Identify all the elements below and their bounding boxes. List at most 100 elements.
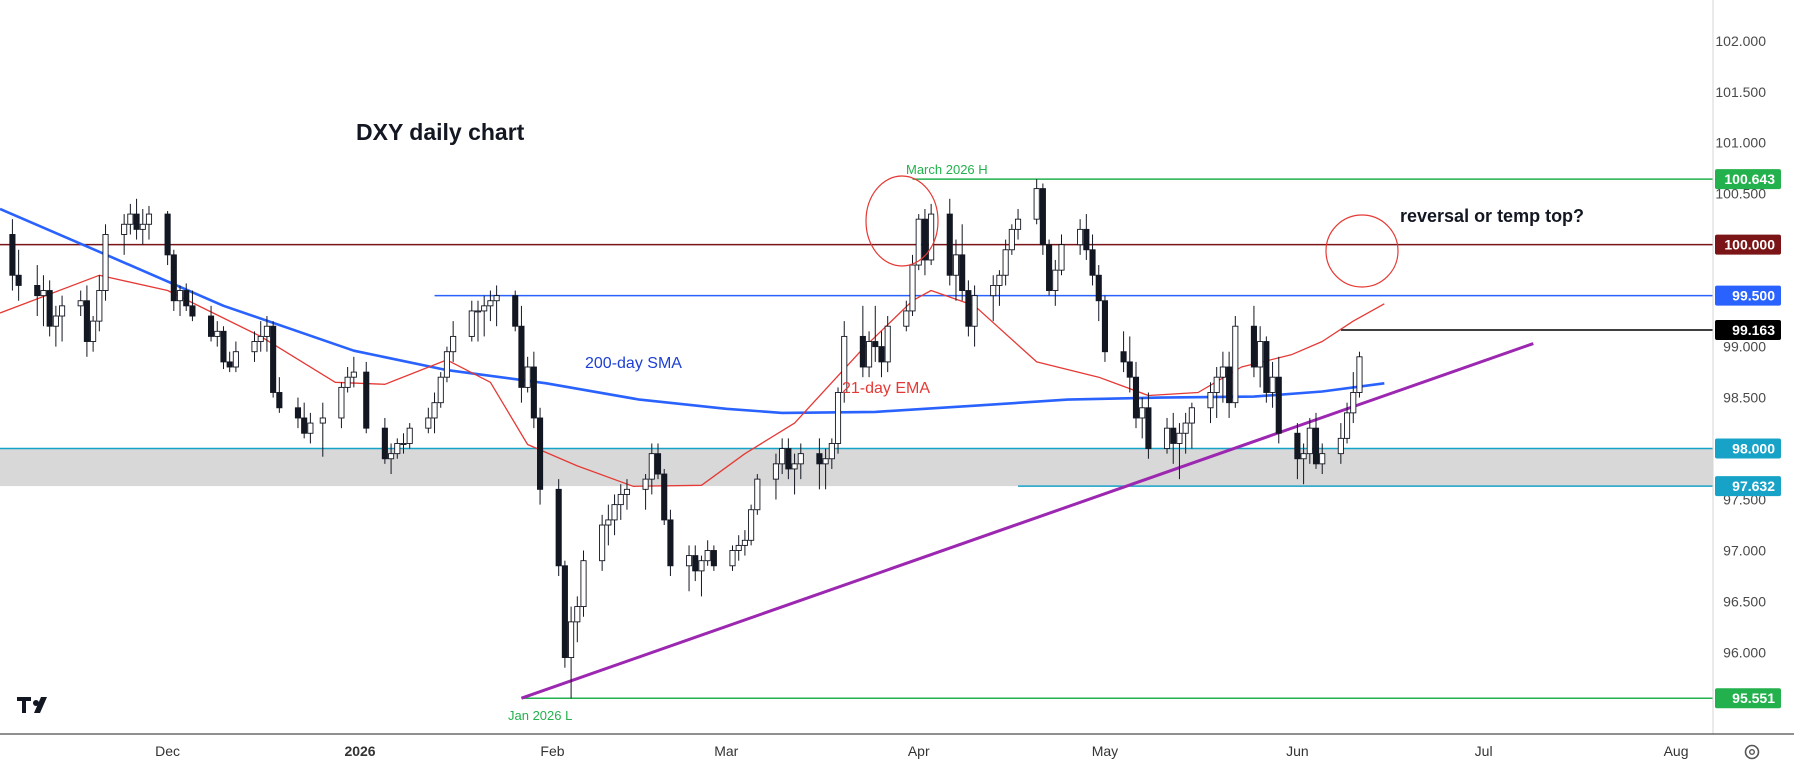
candle[interactable] (257, 321, 264, 352)
candle[interactable] (1033, 179, 1040, 225)
candle[interactable] (772, 453, 780, 500)
candle[interactable] (474, 300, 482, 342)
candle[interactable] (1300, 443, 1307, 485)
candle[interactable] (1002, 239, 1009, 286)
candle[interactable] (537, 407, 544, 505)
candle[interactable] (599, 514, 606, 571)
candle[interactable] (381, 417, 388, 464)
candle[interactable] (1039, 183, 1046, 255)
candle[interactable] (946, 198, 953, 286)
candle[interactable] (443, 346, 450, 383)
candle[interactable] (754, 474, 761, 515)
candle[interactable] (698, 555, 705, 597)
candle[interactable] (1306, 417, 1313, 464)
candle[interactable] (1176, 423, 1183, 480)
candle[interactable] (841, 321, 848, 403)
candle[interactable] (1170, 412, 1177, 464)
candle[interactable] (822, 448, 829, 490)
candle[interactable] (909, 254, 916, 317)
candle[interactable] (1077, 219, 1084, 255)
candle[interactable] (450, 321, 457, 362)
candle[interactable] (1163, 417, 1171, 454)
candle[interactable] (1319, 443, 1326, 475)
candle[interactable] (263, 316, 270, 352)
candle[interactable] (884, 316, 891, 373)
candle[interactable] (276, 377, 283, 413)
candle[interactable] (59, 295, 66, 342)
candle[interactable] (1182, 412, 1189, 454)
candle[interactable] (605, 504, 612, 546)
candle[interactable] (568, 606, 575, 699)
candle[interactable] (1008, 224, 1015, 255)
candle[interactable] (431, 392, 438, 434)
candle[interactable] (952, 239, 960, 301)
candle[interactable] (866, 331, 873, 378)
candle[interactable] (363, 361, 370, 434)
candle[interactable] (574, 596, 581, 643)
candle[interactable] (878, 331, 885, 378)
candle[interactable] (294, 397, 302, 429)
candle[interactable] (785, 438, 792, 480)
candle[interactable] (176, 285, 184, 317)
candle[interactable] (642, 474, 649, 510)
candle[interactable] (965, 280, 972, 337)
candle[interactable] (797, 443, 804, 480)
candle[interactable] (487, 290, 494, 322)
candle[interactable] (400, 433, 407, 454)
candle[interactable] (1350, 372, 1357, 424)
candle[interactable] (493, 285, 500, 327)
candle[interactable] (729, 545, 736, 571)
candle[interactable] (617, 484, 624, 520)
candle[interactable] (388, 443, 395, 475)
candle[interactable] (971, 285, 978, 347)
candle[interactable] (1269, 361, 1276, 408)
candle[interactable] (226, 351, 233, 373)
candle[interactable] (872, 305, 879, 362)
candle[interactable] (307, 412, 314, 444)
candle[interactable] (667, 509, 674, 576)
candle[interactable] (394, 438, 401, 459)
candle[interactable] (96, 275, 103, 332)
candle[interactable] (1232, 316, 1239, 408)
candle[interactable] (1083, 214, 1090, 260)
candle[interactable] (1275, 356, 1282, 444)
candle[interactable] (220, 326, 227, 370)
candle[interactable] (1052, 259, 1059, 306)
candle[interactable] (46, 280, 53, 337)
candle[interactable] (661, 468, 668, 526)
candle[interactable] (921, 208, 928, 276)
candle[interactable] (990, 275, 997, 322)
candle[interactable] (834, 387, 842, 454)
candle[interactable] (1257, 326, 1264, 388)
candle[interactable] (748, 504, 755, 546)
candle[interactable] (189, 290, 196, 322)
candle[interactable] (710, 545, 717, 571)
candle[interactable] (779, 438, 786, 475)
candle[interactable] (468, 300, 475, 342)
candle[interactable] (512, 290, 519, 332)
candle[interactable] (1226, 351, 1233, 418)
candle[interactable] (928, 203, 935, 266)
candle[interactable] (816, 438, 823, 490)
candle[interactable] (859, 305, 866, 378)
candle[interactable] (1250, 305, 1257, 378)
candle[interactable] (406, 423, 413, 449)
candle[interactable] (1089, 234, 1096, 286)
candle[interactable] (648, 443, 655, 495)
candle[interactable] (685, 545, 693, 592)
candle[interactable] (555, 479, 562, 576)
candle[interactable] (214, 321, 221, 347)
candle[interactable] (83, 285, 90, 357)
candle[interactable] (170, 249, 177, 311)
candle[interactable] (133, 198, 140, 240)
tradingview-logo-icon[interactable] (17, 697, 47, 713)
candle[interactable] (338, 382, 345, 429)
candle[interactable] (561, 560, 568, 668)
candle[interactable] (139, 208, 146, 245)
candle[interactable] (1126, 336, 1133, 393)
candle[interactable] (344, 367, 351, 393)
candle[interactable] (530, 351, 537, 429)
candle[interactable] (1132, 361, 1140, 429)
